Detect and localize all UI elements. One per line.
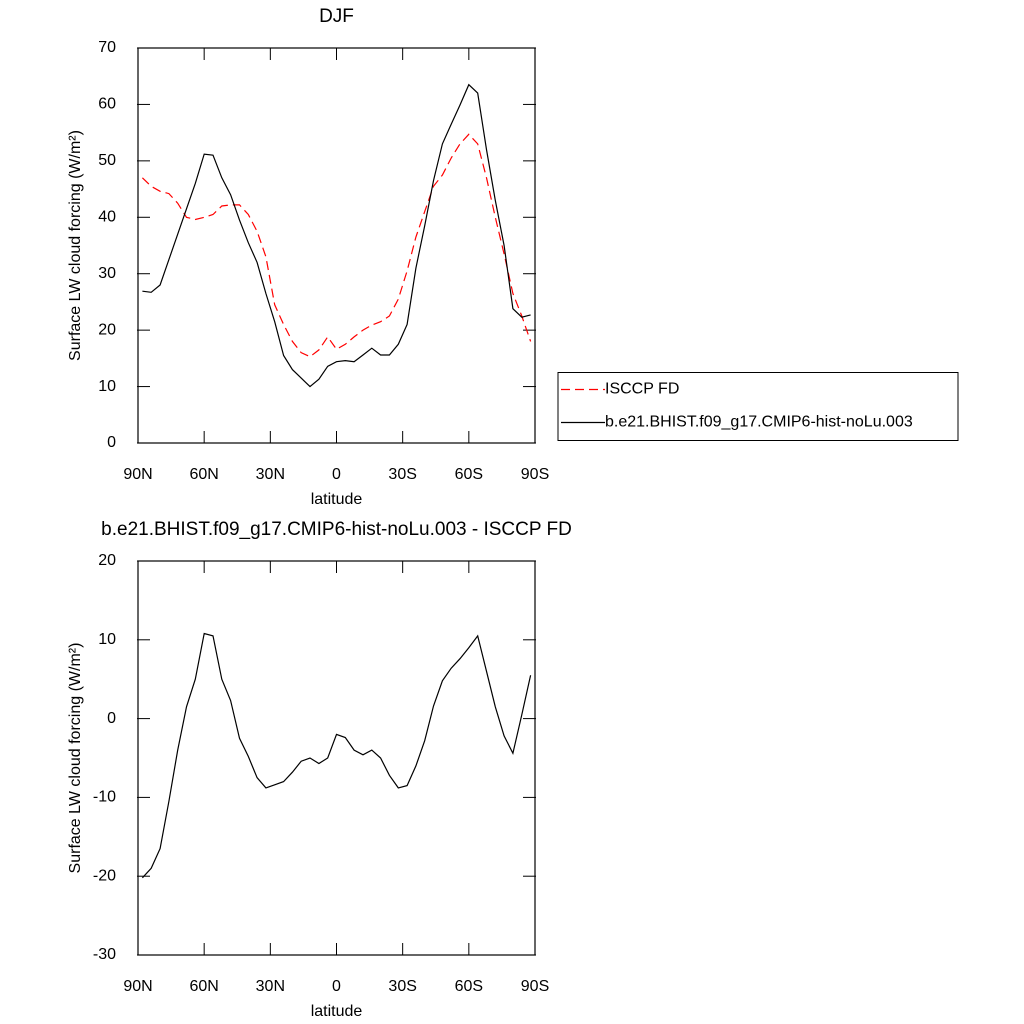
x-tick-label: 90N (123, 978, 152, 995)
x-tick-label: 90S (521, 978, 549, 995)
y-tick-label: 20 (98, 552, 116, 569)
y-tick-label: -20 (93, 867, 116, 884)
legend-box (557, 372, 959, 441)
data-line (141, 133, 532, 358)
x-axis-label: latitude (311, 491, 363, 508)
x-tick-label: 30N (256, 978, 285, 995)
legend-label: ISCCP FD (605, 381, 679, 398)
x-tick-label: 60S (455, 466, 483, 483)
y-axis-label: Surface LW cloud forcing (W/m²) (67, 130, 84, 361)
x-tick-label: 0 (332, 466, 341, 483)
x-axis-label: latitude (311, 1003, 363, 1020)
x-tick-label: 90S (521, 466, 549, 483)
y-tick-label: 10 (98, 378, 116, 395)
legend-label: b.e21.BHIST.f09_g17.CMIP6-hist-noLu.003 (605, 414, 913, 431)
y-tick-label: 40 (98, 209, 116, 226)
y-tick-label: 50 (98, 152, 116, 169)
x-tick-label: 60S (455, 978, 483, 995)
y-tick-label: 70 (98, 39, 116, 56)
x-tick-label: 60N (189, 978, 218, 995)
y-tick-label: 60 (98, 96, 116, 113)
data-line (141, 632, 532, 879)
chart-title: b.e21.BHIST.f09_g17.CMIP6-hist-noLu.003 … (101, 519, 572, 540)
plot-frame (137, 560, 536, 956)
y-tick-label: 0 (107, 434, 116, 451)
x-tick-label: 60N (189, 466, 218, 483)
x-tick-label: 90N (123, 466, 152, 483)
y-tick-label: 20 (98, 321, 116, 338)
y-tick-label: -10 (93, 789, 116, 806)
x-tick-label: 0 (332, 978, 341, 995)
y-tick-label: -30 (93, 946, 116, 963)
plot-frame (137, 47, 536, 444)
y-tick-label: 30 (98, 265, 116, 282)
x-tick-label: 30S (388, 978, 416, 995)
y-axis-label: Surface LW cloud forcing (W/m²) (67, 643, 84, 874)
y-tick-label: 10 (98, 631, 116, 648)
chart-title: DJF (319, 6, 354, 27)
x-tick-label: 30N (256, 466, 285, 483)
data-line (142, 83, 531, 388)
x-tick-label: 30S (388, 466, 416, 483)
y-tick-label: 0 (107, 710, 116, 727)
